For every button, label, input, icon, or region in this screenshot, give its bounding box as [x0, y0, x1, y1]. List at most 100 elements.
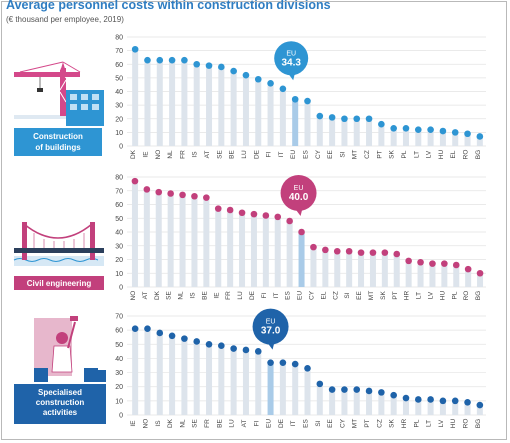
x-tick-label: FI — [266, 151, 273, 157]
bar — [402, 128, 409, 146]
bar — [453, 265, 460, 287]
data-point — [333, 247, 341, 255]
bar — [227, 210, 234, 287]
x-tick-label: RO — [463, 419, 470, 429]
x-tick-label: SI — [339, 151, 346, 157]
y-tick-label: 70 — [115, 48, 123, 55]
y-tick-label: 80 — [115, 175, 123, 182]
data-point — [191, 192, 198, 200]
x-tick-label: SK — [389, 150, 396, 159]
y-tick-label: 40 — [115, 356, 123, 363]
data-point — [226, 206, 234, 214]
x-tick-label: PT — [376, 150, 383, 158]
y-tick-label: 60 — [115, 62, 123, 69]
data-point — [365, 115, 373, 123]
data-point — [144, 325, 151, 333]
data-point — [427, 396, 434, 403]
bar — [242, 75, 249, 146]
data-point — [353, 386, 361, 393]
bar — [402, 398, 409, 415]
x-tick-label: BE — [216, 419, 223, 428]
bar — [429, 263, 436, 287]
x-tick-label: PL — [401, 150, 408, 158]
chart-construction-of-buildings: 0 10 20 30 40 50 60 70 80 DK IE NO NL FR IS AT SE BE LU DE F… — [115, 35, 486, 160]
y-tick-label: 0 — [119, 144, 123, 151]
bar — [262, 215, 269, 287]
bar — [274, 216, 281, 287]
y-tick-label: 50 — [115, 216, 123, 223]
bar — [193, 341, 200, 415]
y-tick-label: 60 — [115, 328, 123, 335]
x-tick-label: ES — [285, 291, 292, 300]
panel3-label-line3: activities — [43, 408, 78, 417]
eu-callout-value: 40.0 — [289, 192, 309, 203]
x-tick-label: MT — [368, 291, 375, 300]
eu-point — [267, 359, 274, 366]
panel3-label-line2: construction — [36, 398, 85, 407]
bar — [341, 389, 348, 415]
x-tick-label: IS — [155, 420, 162, 427]
eu-point — [291, 95, 299, 103]
bar — [452, 132, 459, 146]
bar — [215, 208, 222, 287]
data-point — [341, 386, 348, 393]
x-tick-label: FR — [179, 150, 186, 159]
data-point — [181, 56, 188, 64]
x-tick-label: MT — [352, 150, 359, 159]
bar — [239, 212, 246, 287]
x-tick-label: SK — [389, 419, 396, 428]
x-tick-label: CY — [339, 418, 346, 428]
bar — [156, 332, 163, 415]
x-tick-label: SK — [380, 291, 387, 300]
data-point — [291, 360, 299, 368]
bar — [476, 136, 483, 146]
data-point — [181, 335, 188, 342]
bar — [132, 328, 139, 415]
eu-callout-pointer — [266, 341, 275, 350]
data-point — [156, 56, 164, 64]
x-tick-label: RO — [463, 150, 470, 160]
x-tick-label: NO — [130, 291, 137, 301]
x-tick-label: NL — [178, 291, 185, 300]
eu-callout-label: EU — [294, 185, 304, 192]
x-tick-label: EL — [450, 150, 457, 158]
data-point — [242, 71, 250, 79]
data-point — [441, 260, 448, 267]
y-tick-label: 10 — [115, 398, 123, 405]
data-point — [402, 394, 410, 402]
bar — [369, 252, 376, 287]
bar — [439, 131, 446, 146]
x-tick-label: HU — [450, 419, 457, 429]
x-tick-label: SI — [315, 420, 322, 426]
eu-callout-label: EU — [266, 319, 276, 326]
bar — [310, 247, 317, 287]
data-point — [341, 115, 348, 123]
x-tick-label: AT — [241, 420, 248, 428]
y-tick-label: 60 — [115, 202, 123, 209]
data-point — [205, 340, 213, 348]
x-tick-label: IS — [189, 292, 196, 299]
bar — [346, 251, 353, 287]
x-tick-label: ES — [303, 419, 310, 428]
bar — [441, 263, 448, 287]
data-point — [452, 261, 460, 269]
bar — [193, 64, 200, 146]
x-tick-label: CY — [308, 290, 315, 300]
bar — [427, 129, 434, 146]
data-point — [143, 186, 151, 193]
bar — [316, 116, 323, 146]
bar — [329, 117, 336, 146]
data-point — [328, 386, 336, 393]
x-tick-label: LV — [426, 150, 433, 158]
data-point — [429, 260, 436, 267]
x-tick-label: IE — [213, 292, 220, 299]
x-tick-label: SE — [192, 419, 199, 428]
y-tick-label: 20 — [115, 384, 123, 391]
eu-bar — [267, 362, 274, 415]
x-tick-label: HR — [401, 419, 408, 429]
x-tick-label: FI — [261, 292, 268, 298]
bar — [334, 251, 341, 287]
bar — [415, 399, 422, 415]
